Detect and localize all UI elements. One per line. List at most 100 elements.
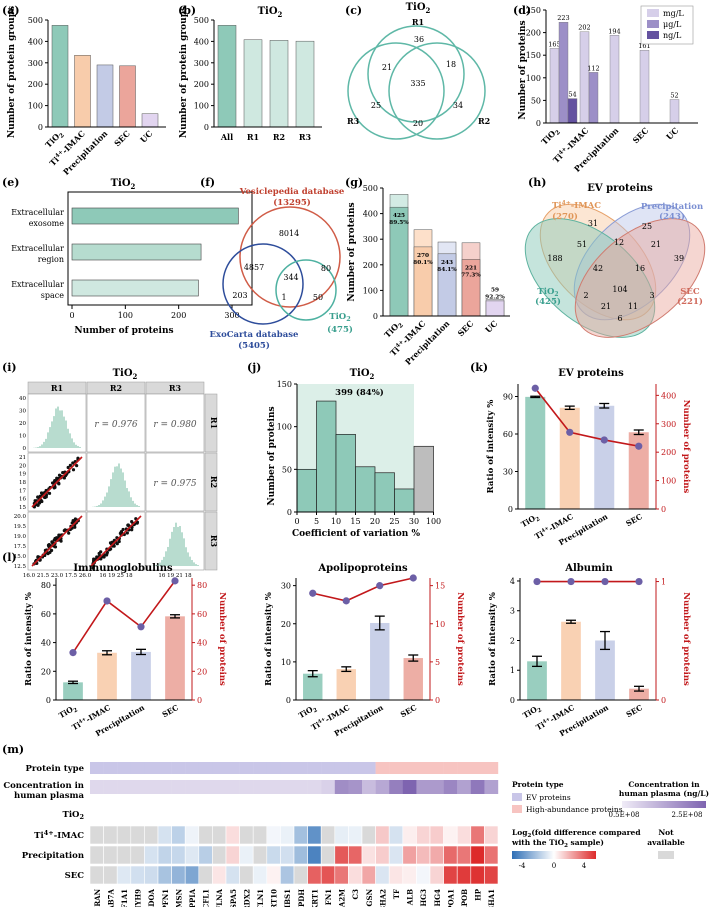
- heatmap-cell-fold: [443, 805, 458, 825]
- panel-l1-y-label: 60: [41, 610, 51, 619]
- heatmap-cell-concentration: [266, 780, 281, 794]
- panel-j-xtick-label: 20: [370, 517, 380, 526]
- heatmap-cell-fold: [402, 845, 417, 865]
- heatmap-cell-fold: [184, 845, 200, 865]
- panel-l2-title: Apolipoproteins: [317, 563, 408, 574]
- panel-l2-ylabel: Ratio of intensity %: [264, 592, 274, 686]
- heatmap-cell-fold: [361, 825, 376, 845]
- venn-f-set-exocarta: ExoCarta database: [210, 330, 299, 340]
- panel-i-hist-bar: [161, 559, 163, 566]
- panel-g-ev-percent: 89.5%: [389, 220, 409, 226]
- heatmap-cell-fold: [361, 805, 376, 825]
- heatmap-column-label: ALB: [406, 889, 415, 906]
- panel-i-hist-bar: [71, 438, 73, 448]
- panel-b-xtick: R2: [273, 132, 285, 142]
- venn-c-r1-r2: 18: [446, 60, 456, 69]
- heatmap-cell-fold: [116, 865, 132, 885]
- heatmap-cell-fold: [429, 845, 444, 865]
- panel-i-row-header-label: R3: [209, 535, 219, 548]
- panel-l2-bar: [403, 658, 423, 700]
- panel-k-bar: [525, 396, 546, 509]
- heatmap-cell-fold: [416, 865, 431, 885]
- heatmap-cell-fold: [334, 845, 349, 865]
- heatmap-row-label: TiO2: [63, 810, 85, 821]
- heatmap-cell-concentration: [144, 780, 159, 794]
- panel-l2-line-point: [342, 597, 350, 605]
- panel-l1-xtick: SEC: [161, 703, 180, 719]
- panel-i-scatter-point: [125, 531, 129, 535]
- heatmap-column-label: TLN1: [256, 889, 265, 907]
- heatmap-cell-concentration: [198, 780, 213, 794]
- panel-j-plot: 399 (84%) 0 50 100 150 0 5 10 15 20 25 30 100: [277, 380, 441, 526]
- heatmap-cell-concentration: [253, 780, 267, 794]
- panel-j-xtick-label: 15: [350, 517, 360, 526]
- venn-f-circle-vesiclepedia: [239, 206, 341, 308]
- panel-d-bar-label: 112: [587, 64, 599, 72]
- panel-l3-xtick: SEC: [625, 703, 644, 719]
- heatmap-cell-fold: [416, 845, 431, 865]
- panel-j-annotation: 399 (84%): [335, 387, 384, 398]
- panel-k-ylabel: Ratio of intensity %: [486, 400, 496, 494]
- legend-m-fold-tick-pos: 4: [582, 862, 587, 870]
- panel-i-scatter-point: [37, 501, 42, 505]
- panel-i-hist-bar: [102, 500, 104, 507]
- heatmap-cell-fold: [116, 805, 132, 825]
- panel-i-scatter-point: [126, 523, 130, 527]
- panel-d-yticks: 0 50 100 150 200 250: [526, 6, 546, 128]
- heatmap-cell-protein-type: [334, 762, 349, 774]
- panel-k-line-point: [635, 442, 643, 450]
- panel-g-y-label: 300: [363, 235, 378, 244]
- panel-g-ev-count: 221: [465, 265, 477, 271]
- heatmap-cell-fold: [280, 805, 295, 825]
- panel-k-y-label: 30: [503, 468, 513, 477]
- panel-a-bar: [96, 64, 114, 128]
- heatmap-cell-protein-type: [130, 762, 145, 774]
- panel-i-hist-bar: [138, 506, 140, 507]
- panel-i-scatter-point: [91, 566, 95, 570]
- panel-i-scatter-point: [50, 540, 54, 544]
- panel-i-fit-line: [90, 515, 142, 567]
- panel-l3-line-point: [533, 577, 541, 586]
- panel-m-label: (m): [2, 743, 24, 756]
- panel-b-bar: [269, 40, 289, 128]
- venn-h-region: 42: [593, 264, 603, 273]
- panel-i-scatter-point: [42, 495, 47, 500]
- heatmap-column-label: ALDOA: [147, 888, 156, 907]
- heatmap-cell-concentration: [430, 780, 444, 794]
- panel-i-hist-bar: [177, 526, 179, 566]
- panel-i-hist-bar: [169, 538, 171, 566]
- heatmap-column-label: PFN1: [161, 889, 170, 907]
- panel-i-hist-bar: [67, 428, 69, 448]
- panel-g-xtick: SEC: [455, 318, 475, 338]
- panel-i-hist-bar: [45, 438, 47, 448]
- legend-m-conc-tick-high: 2.5E+08: [671, 811, 702, 819]
- venn-h-region: 21: [601, 302, 611, 311]
- panel-i-col-header-label: R2: [110, 383, 122, 393]
- heatmap-cell-fold: [225, 805, 240, 825]
- heatmap-cell-fold: [375, 825, 390, 845]
- heatmap-cell-protein-type: [90, 762, 104, 774]
- legend-m-fold-title-1: Log2(fold difference compared: [512, 828, 641, 839]
- panel-j-bar: [335, 433, 356, 513]
- panel-i-correlation: r = 0.980: [153, 420, 197, 430]
- panel-i-hist-bar: [183, 538, 185, 566]
- heatmap-cell-protein-type: [185, 762, 199, 774]
- panel-l3-y-label: 0: [510, 696, 515, 705]
- heatmap-column-label: MSN: [174, 888, 183, 907]
- heatmap-cell-fold: [116, 825, 132, 845]
- panel-f: (f) Vesiclepedia database (13295) 8014 4…: [200, 176, 353, 351]
- panel-k-y2-label: 0: [661, 505, 666, 514]
- panel-i-xtick: 16.0 21.5 23.0 17.5 26.0: [23, 573, 92, 579]
- heatmap-cell-concentration: [171, 780, 186, 794]
- venn-h-region: 31: [588, 219, 598, 228]
- heatmap-cell-fold: [348, 865, 363, 885]
- heatmap-cell-concentration: [375, 780, 390, 794]
- panel-l2-xtick: SEC: [399, 703, 418, 719]
- panel-d-xtick: UC: [664, 125, 681, 142]
- panel-l1-bar: [165, 616, 185, 700]
- panel-l3-y-label: 2: [510, 636, 515, 645]
- heatmap-cell-fold: [252, 805, 268, 825]
- heatmap-cell-fold: [456, 845, 472, 865]
- panel-d-bar: [558, 22, 569, 124]
